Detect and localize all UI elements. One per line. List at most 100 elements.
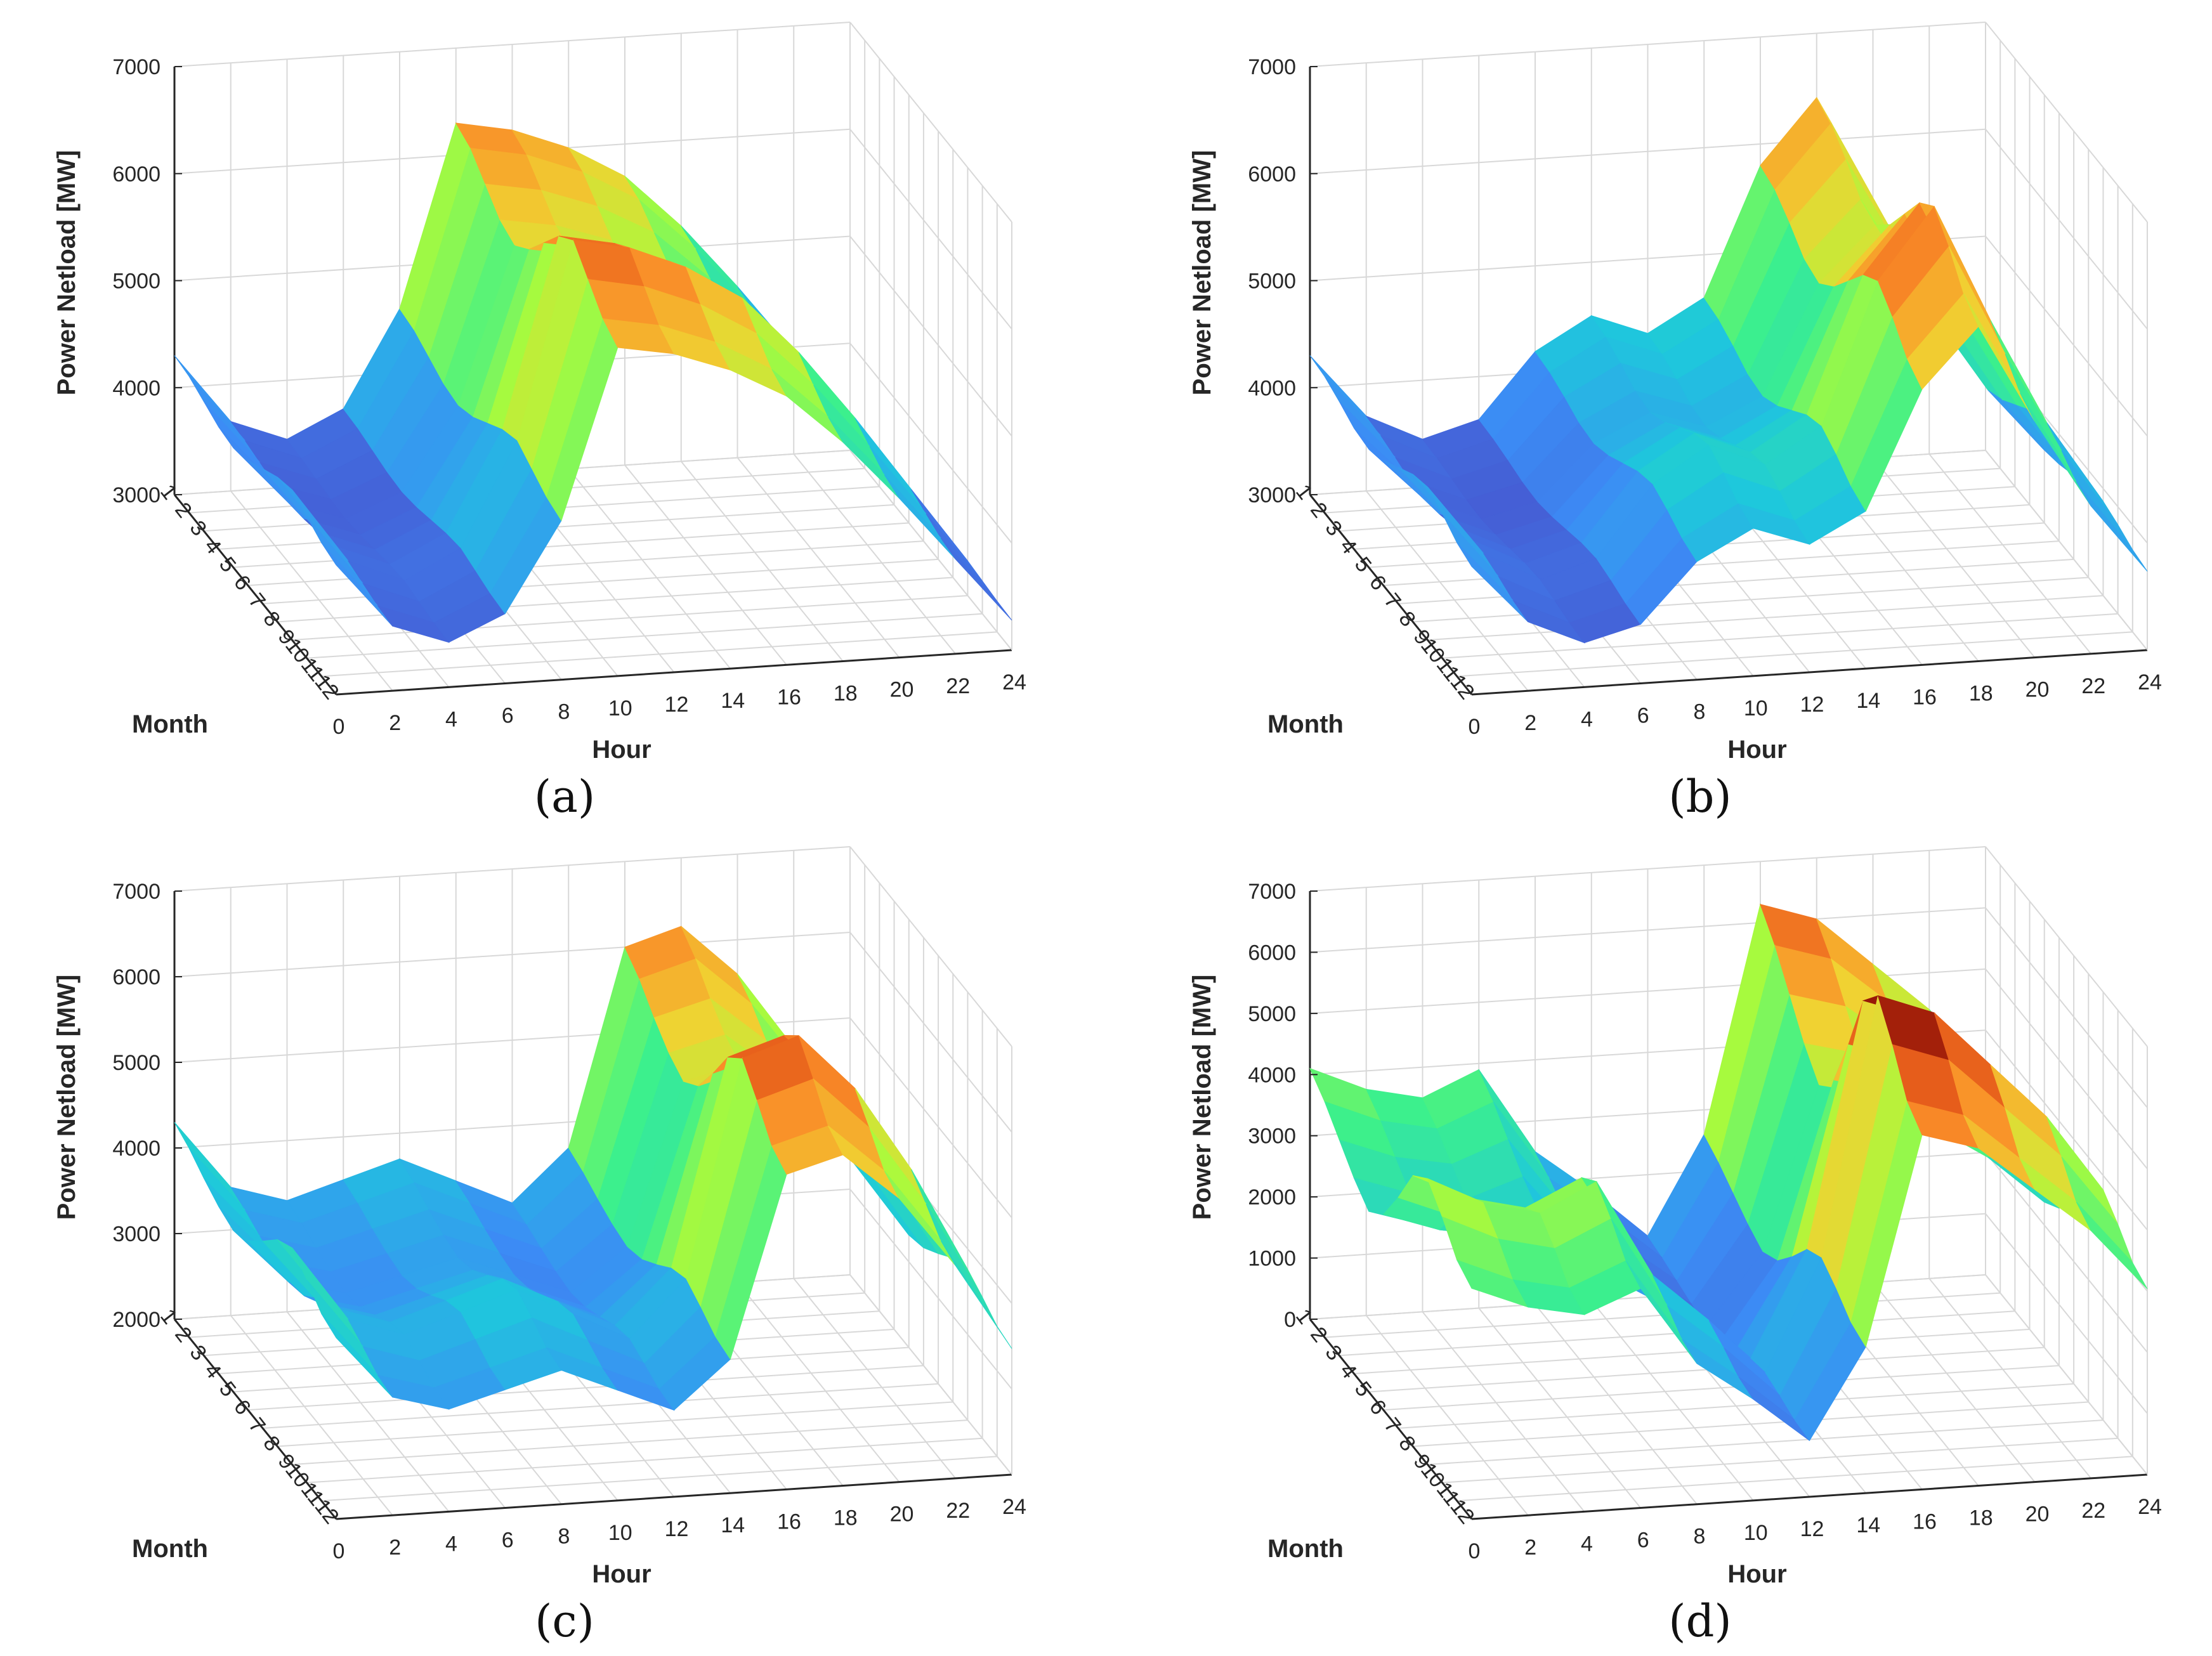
surface-patch	[940, 537, 1012, 621]
z-tick-label: 4000	[112, 376, 160, 400]
grid-line	[793, 1278, 957, 1479]
hour-axis-label: Hour	[1727, 736, 1786, 764]
month-tick-label: 4	[200, 1359, 226, 1383]
hour-tick-label: 18	[1969, 682, 1993, 706]
surface-d	[1309, 903, 2148, 1442]
grid-line	[849, 846, 1012, 1047]
z-tick-label: 7000	[112, 55, 160, 79]
surface-patch	[884, 474, 956, 560]
grid-line	[793, 453, 957, 655]
month-axis-label: Month	[1267, 710, 1344, 738]
grid-line	[1985, 1274, 2148, 1475]
grid-line	[292, 595, 968, 641]
month-axis-line	[1309, 494, 1473, 695]
month-tick-label: 3	[185, 1341, 211, 1365]
month-tick-label: 3	[1320, 516, 1347, 540]
grid-line	[230, 490, 393, 691]
hour-tick-label: 20	[2025, 678, 2050, 702]
z-tick-label: 2000	[1248, 1185, 1296, 1209]
hour-tick-label: 6	[1637, 1529, 1649, 1553]
month-tick-label: 8	[258, 607, 285, 631]
z-axis-label: Power Netload [MW]	[53, 150, 81, 396]
hour-tick-label: 24	[1002, 670, 1026, 694]
hour-tick-label: 10	[1744, 696, 1768, 720]
grid-line	[1309, 128, 1986, 174]
grid-line	[1398, 1383, 2074, 1429]
z-tick-label: 3000	[1248, 1125, 1296, 1149]
grid-line	[1535, 1304, 1698, 1505]
hour-tick-label: 10	[1744, 1521, 1768, 1545]
z-tick-label: 7000	[1248, 55, 1296, 79]
hour-tick-label: 16	[777, 685, 801, 709]
grid-line	[1383, 1365, 2059, 1411]
z-tick-label: 7000	[1248, 880, 1296, 904]
month-tick-label: 7	[244, 1413, 270, 1437]
surface-patch	[813, 384, 885, 476]
hour-tick-label: 2	[1524, 711, 1536, 735]
grid-line	[1985, 235, 2148, 437]
hour-tick-label: 12	[1800, 1517, 1824, 1541]
grid-line	[174, 22, 851, 67]
hour-tick-label: 12	[665, 693, 689, 717]
hour-tick-label: 14	[1856, 689, 1880, 713]
surface-patch	[1309, 355, 1382, 436]
grid-line	[1590, 1300, 1754, 1501]
hour-tick-label: 16	[1913, 685, 1937, 709]
hour-tick-label: 18	[834, 1506, 858, 1530]
month-tick-label: 3	[185, 516, 211, 540]
month-axis-label: Month	[132, 710, 208, 738]
hour-tick-label: 8	[558, 1525, 570, 1549]
grid-line	[849, 1017, 1012, 1218]
grid-line	[292, 1419, 968, 1466]
surface-a	[174, 122, 1012, 643]
grid-line	[247, 1365, 924, 1411]
hour-tick-label: 18	[834, 682, 858, 706]
z-tick-label: 3000	[112, 483, 160, 507]
month-tick-label: 4	[1335, 535, 1362, 559]
hour-tick-label: 24	[1002, 1495, 1026, 1519]
grid-line	[1985, 450, 2148, 651]
hour-tick-label: 20	[2025, 1503, 2050, 1527]
z-tick-label: 5000	[112, 1051, 160, 1075]
hour-tick-label: 24	[2138, 1495, 2162, 1519]
month-tick-label: 8	[1394, 1431, 1420, 1456]
grid-line	[174, 932, 851, 977]
surface-patch	[2061, 450, 2133, 551]
grid-line	[321, 631, 997, 677]
z-tick-label: 0	[1284, 1308, 1296, 1332]
hour-tick-label: 4	[1581, 707, 1593, 731]
grid-line	[1985, 907, 2148, 1109]
surface-c	[174, 925, 1012, 1411]
hour-tick-label: 22	[2081, 674, 2105, 698]
grid-line	[1985, 1152, 2148, 1353]
hour-axis-line	[1471, 649, 2148, 696]
hour-tick-label: 16	[1913, 1509, 1937, 1534]
grid-line	[849, 1274, 1012, 1475]
month-axis-line	[173, 494, 337, 695]
hour-tick-label: 12	[665, 1517, 689, 1541]
grid-line	[849, 129, 1012, 330]
grid-line	[286, 1311, 450, 1512]
grid-line	[736, 457, 900, 658]
grid-line	[849, 932, 1012, 1133]
z-tick-label: 3000	[1248, 483, 1296, 507]
month-tick-label: 2	[170, 1322, 197, 1346]
month-axis-label: Month	[132, 1535, 208, 1563]
hour-axis-label: Hour	[1727, 1560, 1786, 1588]
z-axis-label: Power Netload [MW]	[1188, 150, 1216, 396]
grid-line	[230, 1315, 393, 1516]
surface-patch	[940, 1240, 1012, 1349]
z-tick-label: 4000	[1248, 1063, 1296, 1087]
surface-patch	[1324, 376, 1396, 458]
hour-axis-line	[336, 1473, 1012, 1520]
month-tick-label: 7	[244, 589, 270, 613]
hour-tick-label: 14	[1856, 1513, 1880, 1537]
hour-tick-label: 16	[777, 1509, 801, 1534]
hour-tick-label: 4	[445, 707, 457, 731]
hour-tick-label: 14	[721, 689, 745, 713]
hour-tick-label: 8	[1694, 700, 1706, 724]
month-tick-label: 4	[200, 535, 226, 559]
grid-line	[306, 1437, 983, 1483]
